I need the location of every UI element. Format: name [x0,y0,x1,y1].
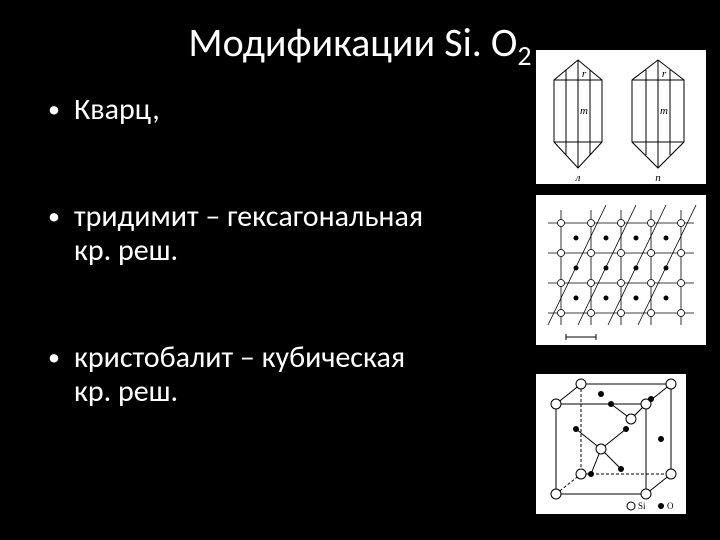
figure-quartz-crystals: r m r m л п [536,50,706,184]
title-text: Модификации Si. O [188,18,517,67]
bullet-glyph: • [48,200,60,234]
bullet-glyph: • [48,341,60,375]
svg-text:л: л [575,172,581,184]
bullet-text: кристобалит – кубическая кр. реш. [74,341,444,410]
svg-text:m: m [580,105,588,117]
svg-text:m: m [660,105,668,117]
figure-cristobalite-cell: Si O [536,374,686,514]
bullet-text: Кварц, [74,93,160,128]
figure-tridymite-lattice [536,195,706,345]
title-subscript: 2 [517,38,531,73]
svg-text:r: r [662,68,667,80]
svg-text:r: r [582,68,587,80]
svg-text:O: O [667,501,674,511]
bullet-text: тридимит – гексагональная кр. реш. [74,200,444,269]
bullet-glyph: • [48,93,60,127]
svg-text:Si: Si [638,501,646,511]
svg-text:п: п [655,172,661,184]
